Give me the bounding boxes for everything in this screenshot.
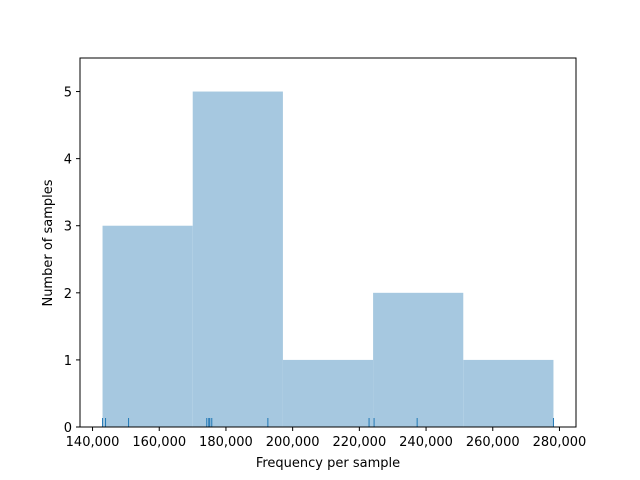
bar <box>192 91 283 427</box>
x-tick-label: 200,000 <box>266 435 320 450</box>
y-tick-label: 4 <box>64 153 72 168</box>
bar <box>373 292 464 427</box>
x-tick-label: 260,000 <box>466 435 520 450</box>
bar <box>282 359 374 427</box>
x-tick-label: 180,000 <box>199 435 253 450</box>
x-tick-label: 160,000 <box>132 435 186 450</box>
y-tick-label: 5 <box>64 86 72 101</box>
y-tick-label: 1 <box>64 354 72 369</box>
y-axis-label: Number of samples <box>41 179 56 306</box>
y-tick-label: 2 <box>64 287 72 302</box>
plot-frame <box>79 57 577 428</box>
y-tick-label: 3 <box>64 220 72 235</box>
y-tick-label: 0 <box>64 421 72 436</box>
x-tick-label: 220,000 <box>332 435 386 450</box>
x-axis-label: Frequency per sample <box>256 456 400 471</box>
bar <box>463 359 554 427</box>
bar <box>102 225 193 427</box>
x-tick-label: 240,000 <box>399 435 453 450</box>
x-tick-label: 140,000 <box>66 435 120 450</box>
x-tick-label: 280,000 <box>533 435 587 450</box>
